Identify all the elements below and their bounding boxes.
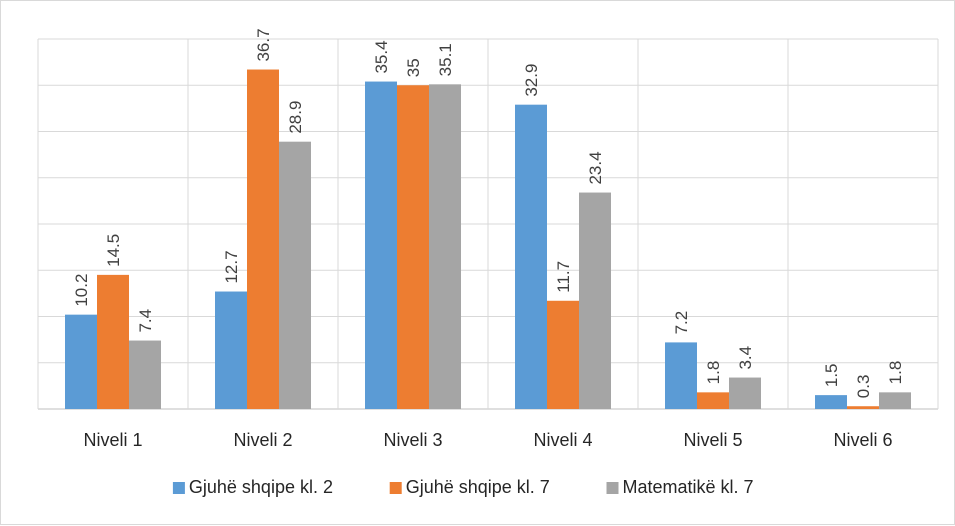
x-tick-label: Niveli 3 xyxy=(383,430,442,450)
x-tick-label: Niveli 1 xyxy=(83,430,142,450)
data-label: 23.4 xyxy=(586,151,605,184)
data-label: 1.8 xyxy=(886,361,905,385)
bar xyxy=(697,392,729,409)
x-tick-label: Niveli 4 xyxy=(533,430,592,450)
bar xyxy=(215,291,247,409)
legend-swatch xyxy=(606,482,619,494)
x-tick-label: Niveli 6 xyxy=(833,430,892,450)
data-label: 35.1 xyxy=(436,43,455,76)
data-label: 0.3 xyxy=(854,375,873,399)
bar xyxy=(429,84,461,409)
data-label: 36.7 xyxy=(254,28,273,61)
data-label: 35.4 xyxy=(372,40,391,73)
bar xyxy=(665,342,697,409)
x-tick-label: Niveli 5 xyxy=(683,430,742,450)
data-label: 7.2 xyxy=(672,311,691,335)
legend-swatch xyxy=(389,482,402,494)
bar xyxy=(279,141,311,410)
bar xyxy=(365,81,397,410)
bar xyxy=(129,340,161,409)
data-label: 3.4 xyxy=(736,346,755,370)
data-label: 10.2 xyxy=(72,274,91,307)
bar xyxy=(847,406,879,409)
bar xyxy=(547,300,579,409)
data-label: 28.9 xyxy=(286,101,305,134)
legend-label: Matematikë kl. 7 xyxy=(623,477,754,497)
data-label: 14.5 xyxy=(104,234,123,267)
bar xyxy=(97,274,129,409)
data-label: 1.5 xyxy=(822,363,841,387)
legend-swatch xyxy=(172,482,185,494)
bar xyxy=(247,69,279,410)
bar xyxy=(879,392,911,409)
data-label: 11.7 xyxy=(554,261,573,293)
data-label: 1.8 xyxy=(704,361,723,385)
bar xyxy=(515,104,547,410)
data-label: 32.9 xyxy=(522,64,541,97)
data-label: 35 xyxy=(404,58,423,77)
bar xyxy=(579,192,611,409)
bar xyxy=(397,85,429,409)
x-tick-label: Niveli 2 xyxy=(233,430,292,450)
bar xyxy=(815,395,847,409)
legend-label: Gjuhë shqipe kl. 7 xyxy=(406,477,550,497)
bar xyxy=(65,314,97,409)
bar xyxy=(729,377,761,409)
legend-label: Gjuhë shqipe kl. 2 xyxy=(189,477,333,497)
data-label: 12.7 xyxy=(222,250,241,283)
data-label: 7.4 xyxy=(136,309,155,333)
